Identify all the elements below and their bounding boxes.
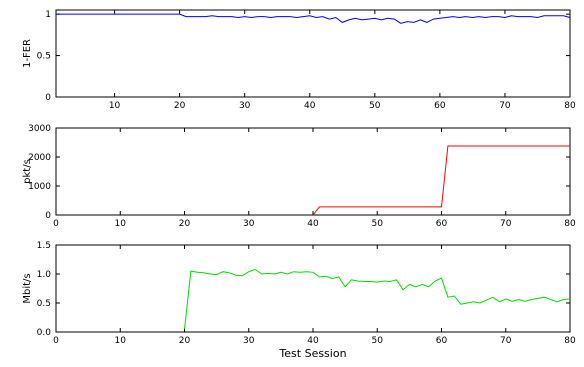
y-tick-label: 0.5 xyxy=(37,52,51,62)
series-line xyxy=(184,268,571,330)
x-tick-label: 70 xyxy=(499,101,511,111)
y-tick-label: 0 xyxy=(45,211,51,221)
subplot-1: 10 20 30 40 50 60 70 80 0 0.5 1 1-FER xyxy=(22,9,576,111)
x-tick-label: 0 xyxy=(53,219,59,229)
x-tick-label: 70 xyxy=(500,219,512,229)
y-tick-label: 1.5 xyxy=(37,241,51,251)
y-axis-label: 1-FER xyxy=(22,39,33,68)
y-tick-label: 0 xyxy=(45,93,51,103)
axes-frame xyxy=(55,244,571,333)
x-tick-label: 60 xyxy=(434,101,446,111)
x-tick-label: 30 xyxy=(243,219,255,229)
x-tick-label: 40 xyxy=(307,219,319,229)
y-axis-label: Mbit/s xyxy=(22,273,33,303)
y-tick-label: 2000 xyxy=(28,153,51,163)
axes-frame xyxy=(55,9,571,98)
x-tick-label: 10 xyxy=(115,336,127,346)
y-tick-label: 1 xyxy=(45,10,51,20)
x-tick-label: 50 xyxy=(372,219,384,229)
x-tick-label: 80 xyxy=(564,101,576,111)
subplot-2: 0 10 20 30 40 50 60 70 80 0 1000 2000 3000 pkt/s xyxy=(22,124,576,229)
x-tick-label: 40 xyxy=(307,336,319,346)
x-tick-label: 20 xyxy=(179,336,191,346)
x-tick-label: 80 xyxy=(564,219,576,229)
y-tick-label: 0.0 xyxy=(37,328,52,338)
axes-frame xyxy=(55,127,571,216)
x-tick-label: 10 xyxy=(109,101,121,111)
x-tick-label: 60 xyxy=(436,219,448,229)
x-tick-label: 30 xyxy=(239,101,251,111)
x-tick-label: 20 xyxy=(174,101,186,111)
series-line xyxy=(312,145,570,216)
x-tick-label: 50 xyxy=(369,101,381,111)
y-tick-label: 1000 xyxy=(28,182,51,192)
x-tick-label: 0 xyxy=(53,336,59,346)
subplot-3: 0 10 20 30 40 50 60 70 80 0.0 0.5 1.0 1.5 Mbit/s Test … xyxy=(22,241,576,360)
x-tick-label: 70 xyxy=(500,336,512,346)
x-axis-label: Test Session xyxy=(278,347,346,360)
x-tick-label: 30 xyxy=(243,336,255,346)
y-tick-label: 0.5 xyxy=(37,299,51,309)
x-tick-label: 80 xyxy=(564,336,576,346)
y-tick-label: 1.0 xyxy=(37,270,52,280)
y-axis-label: pkt/s xyxy=(22,159,33,184)
y-tick-label: 3000 xyxy=(28,124,51,134)
x-tick-label: 50 xyxy=(372,336,384,346)
series-line xyxy=(56,13,571,24)
x-tick-label: 60 xyxy=(436,336,448,346)
x-tick-label: 40 xyxy=(304,101,316,111)
x-tick-label: 20 xyxy=(179,219,191,229)
x-tick-label: 10 xyxy=(115,219,127,229)
